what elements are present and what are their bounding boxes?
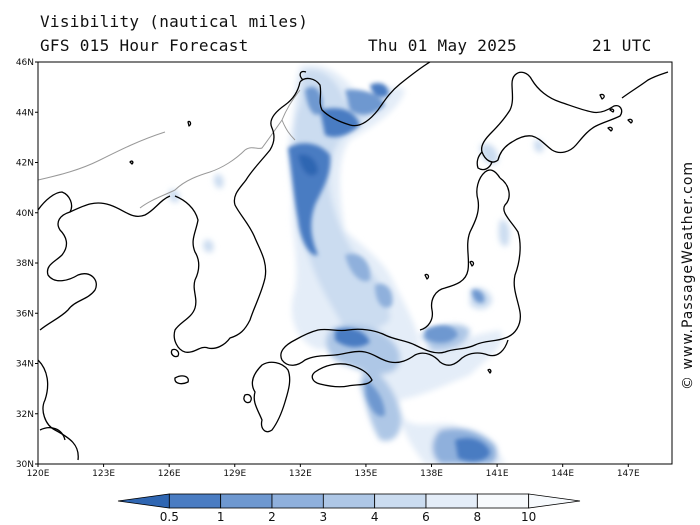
colorbar-label: 10: [521, 510, 536, 524]
colorbar-label: 3: [320, 510, 328, 524]
colorbar-segment: [374, 493, 427, 509]
lon-tick-label: 126E: [158, 469, 181, 479]
colorbar-label: 1: [217, 510, 225, 524]
visibility-shading: [168, 64, 544, 464]
coastlines: [38, 62, 669, 461]
colorbar-high-arrow: [528, 493, 581, 509]
longitude-ticks: 120E 123E 126E 129E 132E 135E 138E 141E 144E 147E: [27, 464, 640, 479]
colorbar-low-arrow: [117, 493, 170, 509]
credit-watermark: © www.PassageWeather.com: [680, 161, 696, 390]
lat-tick-label: 46N: [16, 58, 34, 68]
colorbar-segment: [476, 493, 530, 509]
colorbar-label: 6: [422, 510, 430, 524]
colorbar-label: 4: [371, 510, 379, 524]
colorbar-segment: [220, 493, 273, 509]
credit-text: © www.PassageWeather.com: [680, 161, 696, 390]
lat-tick-label: 40N: [16, 209, 34, 219]
colorbar-segment: [322, 493, 376, 509]
forecast-date: Thu 01 May 2025: [368, 36, 517, 55]
forecast-time: 21 UTC: [592, 36, 652, 55]
lat-tick-label: 38N: [16, 259, 34, 269]
colorbar-segment: [271, 493, 324, 509]
lon-tick-label: 132E: [289, 469, 312, 479]
lat-tick-label: 30N: [16, 460, 34, 470]
border-lines: [38, 89, 301, 209]
colorbar-segment: [168, 493, 222, 509]
map-title: Visibility (nautical miles): [40, 12, 309, 31]
lat-tick-label: 32N: [16, 410, 34, 420]
visibility-colorbar: 0.5 1 2 3 4 6 8 10: [117, 493, 581, 524]
lon-tick-label: 147E: [617, 469, 640, 479]
lat-tick-label: 44N: [16, 108, 34, 118]
lon-tick-label: 129E: [223, 469, 246, 479]
lon-tick-label: 144E: [551, 469, 574, 479]
colorbar-segment: [425, 493, 478, 509]
lat-tick-label: 36N: [16, 309, 34, 319]
lon-tick-label: 120E: [27, 469, 50, 479]
lat-tick-label: 42N: [16, 159, 34, 169]
lat-tick-label: 34N: [16, 360, 34, 370]
colorbar-label: 0.5: [160, 510, 179, 524]
lon-tick-label: 135E: [354, 469, 377, 479]
lon-tick-label: 141E: [486, 469, 509, 479]
latitude-ticks: 46N 44N 42N 40N 38N 36N 34N 32N 30N: [16, 58, 38, 470]
colorbar-label: 2: [268, 510, 276, 524]
lon-tick-label: 123E: [92, 469, 115, 479]
lon-tick-label: 138E: [420, 469, 443, 479]
forecast-label: GFS 015 Hour Forecast: [40, 36, 249, 55]
colorbar-label: 8: [474, 510, 482, 524]
